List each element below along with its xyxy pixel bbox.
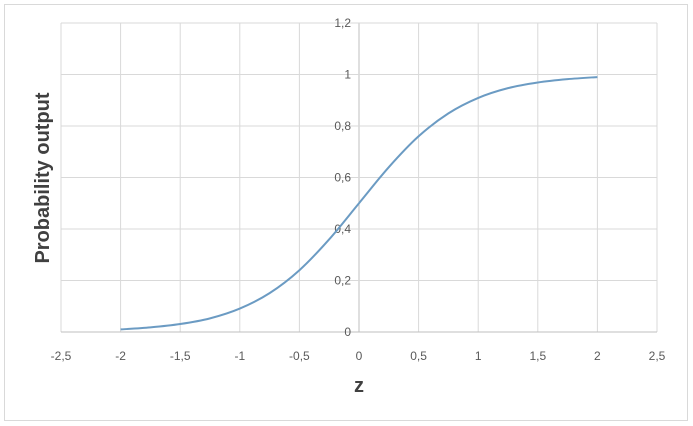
x-tick-label: -2 xyxy=(115,349,126,363)
x-tick-label: 0,5 xyxy=(410,349,427,363)
y-tick-label: 0,4 xyxy=(334,222,351,236)
y-tick-label: 0,2 xyxy=(334,274,351,288)
x-tick-label: -2,5 xyxy=(51,349,72,363)
y-tick-label: 1 xyxy=(344,68,351,82)
y-tick-label: 0 xyxy=(344,325,351,339)
y-axis-title: Probability output xyxy=(32,92,54,263)
x-tick-label: 0 xyxy=(356,349,363,363)
y-tick-label: 0,6 xyxy=(334,171,351,185)
x-tick-label: 1,5 xyxy=(529,349,546,363)
series-line xyxy=(120,76,598,331)
y-tick-label: 0,8 xyxy=(334,119,351,133)
x-tick-label: 2 xyxy=(594,349,601,363)
x-tick-label: -1,5 xyxy=(170,349,191,363)
x-tick-label: 1 xyxy=(475,349,482,363)
x-tick-label: -1 xyxy=(234,349,245,363)
y-tick-label: 1,2 xyxy=(334,16,351,30)
chart-frame xyxy=(4,4,688,421)
x-axis-title: z xyxy=(354,375,364,397)
x-tick-label: -0,5 xyxy=(289,349,310,363)
x-tick-label: 2,5 xyxy=(649,349,666,363)
